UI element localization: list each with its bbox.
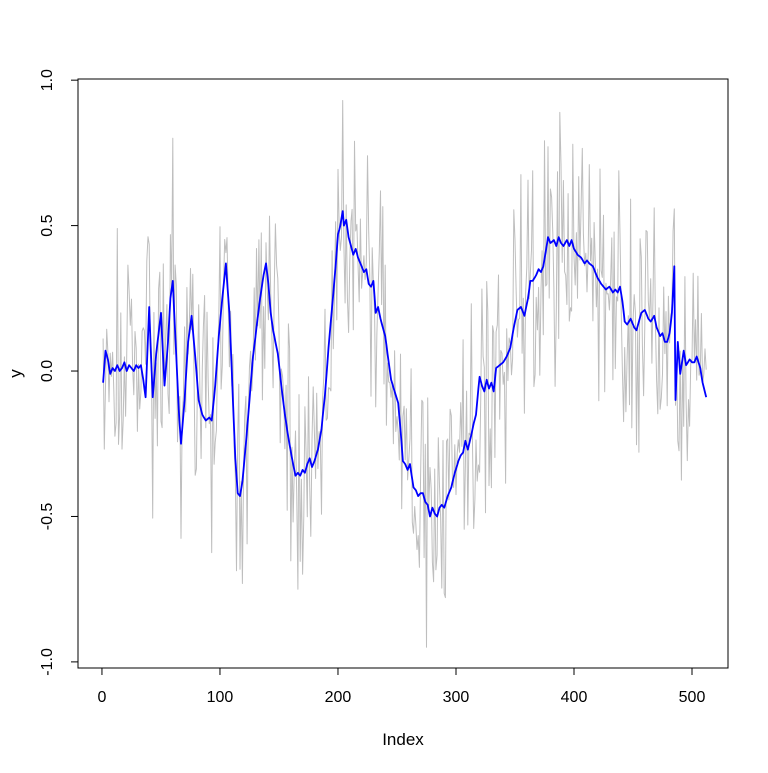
x-tick-label: 400 xyxy=(561,689,588,706)
y-tick-label: 0.0 xyxy=(39,360,56,382)
y-tick-label: 1.0 xyxy=(39,69,56,91)
y-axis-title: y xyxy=(6,369,25,378)
x-tick-label: 300 xyxy=(443,689,470,706)
y-tick-label: -1.0 xyxy=(39,648,56,676)
y-tick-label: -0.5 xyxy=(39,503,56,531)
raw-series-line xyxy=(102,100,707,648)
x-tick-label: 200 xyxy=(325,689,352,706)
x-axis-title: Index xyxy=(382,730,424,749)
x-tick-label: 100 xyxy=(207,689,234,706)
smoothed-series-line xyxy=(102,210,708,518)
x-tick-label: 0 xyxy=(98,689,107,706)
plot-box-border xyxy=(77,78,729,669)
x-tick-label: 500 xyxy=(679,689,706,706)
y-tick-label: 0.5 xyxy=(39,214,56,236)
chart-generated-layer: 0 100 200 300 400 500 -1.0 -0.5 0.0 0.5 1.0 xyxy=(39,69,729,706)
